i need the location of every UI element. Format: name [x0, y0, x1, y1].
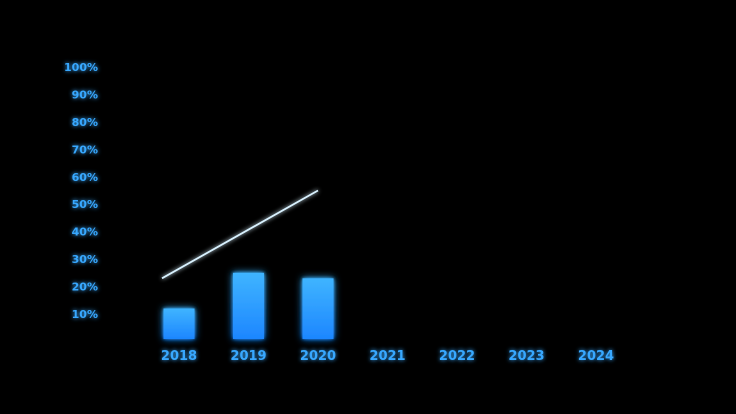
x-tick-label: 2023 [508, 349, 544, 364]
bar-2020 [302, 278, 334, 339]
bar-2018 [163, 308, 195, 339]
y-tick-label: 70% [72, 143, 98, 156]
x-tick-label: 2019 [230, 349, 266, 364]
x-tick-label: 2022 [439, 349, 475, 364]
x-tick-label: 2020 [300, 349, 336, 364]
trend [161, 189, 319, 280]
y-tick-label: 40% [72, 226, 98, 239]
y-axis-ticks: 10% 20% 30% 40% 50% 60% 70% 80% 90% 100% [64, 61, 98, 321]
trend-line [161, 189, 319, 280]
x-axis-ticks: 2018 2019 2020 2021 2022 2023 2024 [161, 349, 614, 364]
y-tick-label: 20% [72, 281, 98, 294]
bars [163, 272, 334, 339]
y-tick-label: 30% [72, 253, 98, 266]
bar-2019 [233, 272, 264, 339]
y-tick-label: 90% [72, 88, 98, 101]
y-tick-label: 50% [72, 198, 98, 211]
y-tick-label: 10% [72, 308, 98, 321]
y-tick-label: 60% [72, 171, 98, 184]
y-tick-label: 100% [64, 61, 98, 74]
axes [112, 57, 660, 340]
x-tick-label: 2021 [369, 349, 405, 364]
x-tick-label: 2024 [578, 349, 614, 364]
x-tick-label: 2018 [161, 349, 197, 364]
y-tick-label: 80% [72, 116, 98, 129]
